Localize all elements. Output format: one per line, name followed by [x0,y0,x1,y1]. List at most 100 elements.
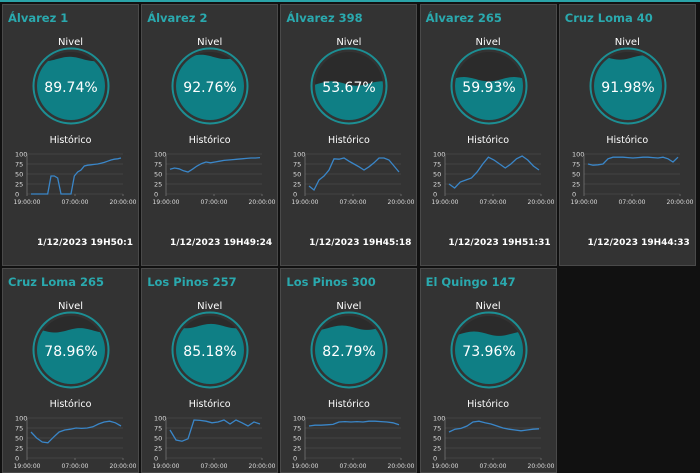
history-chart: 100 75 50 25 019:00:00 07:00:00 20:00:00 [153,151,276,207]
y-tick-label: 50 [293,171,301,179]
gauge-ring [310,47,388,125]
tank-title: Los Pinos 257 [147,275,237,289]
x-tick-label: 19:00:00 [153,199,180,206]
level-percent: 73.96% [462,344,515,360]
x-tick-label: 07:00:00 [201,463,228,470]
x-tick-label: 20:00:00 [388,199,415,206]
gauge-fill [315,325,384,384]
nivel-label: Nivel [197,301,223,312]
tank-title: Cruz Loma 265 [8,275,104,289]
level-percent: 53.67% [323,80,376,96]
gauge-ring [171,311,249,389]
y-tick-label: 75 [154,161,162,169]
tank-title: Álvarez 1 [8,11,69,25]
y-tick-label: 25 [293,181,301,189]
y-tick-label: 0 [154,455,158,463]
history-series-line [169,419,261,442]
history-chart: 100 75 50 25 019:00:00 07:00:00 20:00:00 [153,415,276,471]
history-series-line [308,157,400,192]
y-tick-label: 0 [293,455,297,463]
y-tick-label: 100 [15,151,27,159]
x-tick-label: 19:00:00 [14,199,41,206]
gauge-ring [589,47,667,125]
y-tick-label: 0 [154,191,158,199]
x-tick-label: 20:00:00 [527,463,554,470]
x-tick-label: 07:00:00 [479,463,506,470]
historico-label: Histórico [467,399,510,410]
nivel-label: Nivel [336,37,362,48]
y-tick-label: 100 [572,151,584,159]
level-gauge: 92.76% [171,47,249,125]
level-gauge: 91.98% [589,47,667,125]
level-percent: 92.76% [183,80,236,96]
historico-label: Histórico [327,399,370,410]
gauge-ring [32,47,110,125]
tank-title: Álvarez 398 [286,11,363,25]
y-tick-label: 25 [15,445,23,453]
last-update-timestamp: 1/12/2023 19H49:24 [169,238,273,248]
history-chart: 100 75 50 25 019:00:00 07:00:00 20:00:00 [292,415,415,471]
y-tick-label: 0 [15,191,19,199]
historico-label: Histórico [606,135,649,146]
gauge-fill [176,323,245,384]
x-tick-label: 19:00:00 [14,463,41,470]
y-tick-label: 75 [15,425,23,433]
y-tick-label: 50 [293,435,301,443]
level-gauge: 89.74% [32,47,110,125]
y-tick-label: 50 [15,435,23,443]
y-tick-label: 50 [15,171,23,179]
x-tick-label: 19:00:00 [431,463,458,470]
nivel-label: Nivel [57,301,84,312]
history-chart: 100 75 50 25 019:00:00 07:00:00 20:00:00 [431,415,554,471]
gauge-ring [450,47,528,125]
level-gauge: 78.96% [32,311,110,389]
gauge-fill [37,56,105,120]
y-tick-label: 75 [293,425,301,433]
gauge-ring [171,47,249,125]
level-gauge: 59.93% [450,47,528,125]
level-percent: 82.79% [323,344,376,360]
y-tick-label: 0 [15,455,19,463]
tank-card-cruz-loma-40: Cruz Loma 40 Nivel 91.98% Histórico 100 75 50 2… [558,4,696,266]
y-tick-label: 0 [293,191,297,199]
x-tick-label: 07:00:00 [618,199,645,206]
tank-card-los-pinos-257: Los Pinos 257 Nivel 85.18% Histórico 100 75 50… [141,268,279,473]
y-tick-label: 25 [433,181,441,189]
gauge-ring [32,311,110,389]
y-tick-label: 50 [433,171,441,179]
tank-card-alvarez-265: Álvarez 265 Nivel 59.93% Histórico 100 75 50 25… [419,4,557,266]
y-tick-label: 75 [15,161,23,169]
y-tick-label: 75 [433,425,441,433]
history-chart: 100 75 50 25 019:00:00 07:00:00 20:00:00 [431,151,554,207]
y-tick-label: 100 [154,415,166,423]
tank-title: Cruz Loma 40 [564,11,653,25]
y-tick-label: 25 [154,445,162,453]
x-tick-label: 19:00:00 [570,199,597,206]
history-series-line [170,156,261,173]
history-series-line [587,156,679,166]
last-update-timestamp: 1/12/2023 19H44:33 [587,238,690,248]
historico-label: Histórico [327,135,370,146]
y-tick-label: 100 [433,415,445,423]
y-tick-label: 50 [154,171,162,179]
y-tick-label: 25 [154,181,162,189]
historico-label: Histórico [49,399,92,410]
x-tick-label: 20:00:00 [527,199,554,206]
gauge-fill [454,331,523,384]
level-gauge: 53.67% [310,47,388,125]
last-update-timestamp: 1/12/2023 19H51:31 [448,238,551,248]
y-tick-label: 25 [433,445,441,453]
y-tick-label: 25 [572,181,580,189]
nivel-label: Nivel [57,37,84,48]
y-tick-label: 50 [572,171,580,179]
tank-card-alvarez-1: Álvarez 1 Nivel 89.74% Histórico 100 75 50 25 0 1… [2,4,139,266]
x-tick-label: 20:00:00 [249,463,276,470]
tank-card-el-quingo-147: El Quingo 147 Nivel 73.96% Histórico 100 75 50… [419,268,557,473]
nivel-label: Nivel [614,37,640,48]
tank-title: El Quingo 147 [425,275,516,289]
history-chart: 100 75 50 25 019:00:00 07:00:00 20:00:00 [14,151,137,207]
history-series-line [448,155,539,189]
x-tick-label: 19:00:00 [292,463,319,470]
history-chart: 100 75 50 25 019:00:00 07:00:00 20:00:00 [292,151,415,207]
